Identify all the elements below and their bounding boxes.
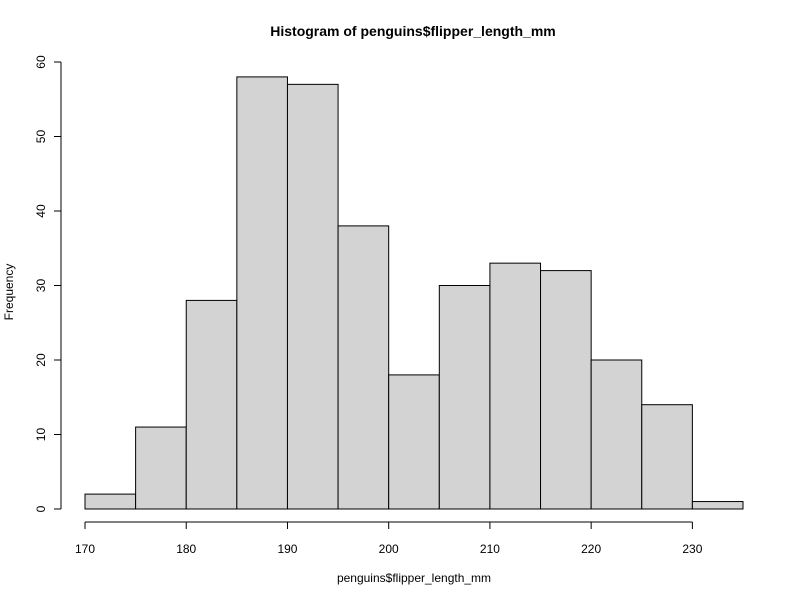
histogram-bar [691,501,744,510]
x-axis: 170 180 190 200 210 220 230 [75,521,703,556]
chart-title: Histogram of penguins$flipper_length_mm [270,23,555,39]
histogram-bar [438,285,491,510]
y-tick-label: 40 [34,204,48,218]
y-tick-label: 20 [34,353,48,367]
y-tick-label: 60 [34,55,48,69]
bars-layer [84,76,744,510]
histogram-bar [641,404,693,510]
y-tick-label: 10 [34,428,48,442]
y-tick-label: 50 [34,130,48,144]
histogram-bar [590,359,643,510]
x-tick-label: 170 [75,542,95,556]
histogram-bar [388,374,440,510]
histogram-bar [236,76,288,510]
histogram-bar [286,83,339,510]
histogram-bar [135,426,187,510]
x-tick-label: 190 [277,542,297,556]
histogram-bar [489,262,542,510]
y-tick-label: 30 [34,279,48,293]
histogram-bar [337,225,390,510]
histogram-bar [540,270,592,510]
x-tick-label: 230 [682,542,702,556]
x-tick-label: 180 [176,542,196,556]
x-tick-label: 220 [581,542,601,556]
histogram-bar [84,493,137,510]
y-axis-label: Frequency [2,264,16,321]
x-axis-label: penguins$flipper_length_mm [337,571,491,585]
x-tick-label: 200 [379,542,399,556]
x-tick-label: 210 [480,542,500,556]
y-axis: 0 10 20 30 40 50 60 [34,55,62,512]
y-tick-label: 0 [34,505,48,512]
histogram-bar [185,299,238,510]
